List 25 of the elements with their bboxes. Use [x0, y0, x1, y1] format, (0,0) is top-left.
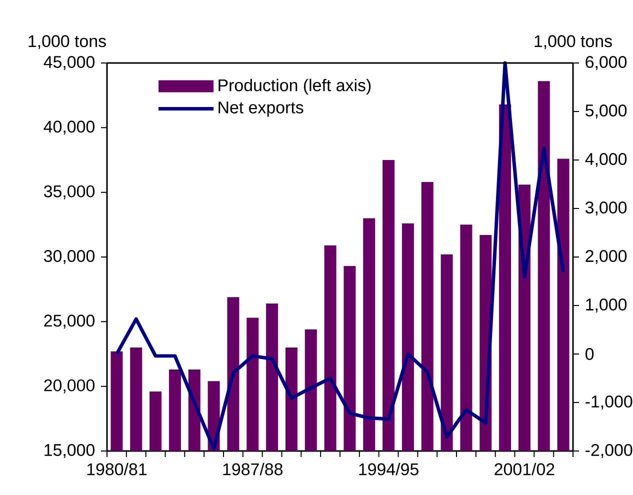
y-tick-label: 15,000: [44, 444, 94, 458]
y2-tick-label: 0: [586, 348, 594, 360]
x-tick-label: 1980/81: [87, 462, 146, 476]
y-tick-label: 25,000: [44, 314, 94, 329]
y-axis-title: 1,000 tons: [28, 35, 106, 50]
y2-tick-label: -1,000: [586, 396, 632, 410]
x-tick-label: 2001/02: [494, 462, 554, 476]
y2-tick-label: 4,000: [585, 153, 627, 167]
y-tick-label: 30,000: [44, 250, 94, 264]
y-tick-label: 20,000: [44, 379, 94, 394]
y2-tick-label: -2,000: [586, 444, 632, 458]
x-tick-label: 1994/95: [359, 462, 418, 476]
y2-tick-label: 6,000: [586, 56, 627, 70]
y2-axis-title: 1,000 tons: [534, 35, 612, 50]
y2-tick-label: 1,000: [586, 298, 627, 312]
legend-label: Net exports: [218, 102, 304, 117]
legend-label: Production (left axis): [218, 78, 371, 95]
y-tick-label: 40,000: [44, 120, 94, 135]
x-tick-label: 1987/88: [223, 462, 282, 476]
y-tick-label: 45,000: [44, 56, 94, 70]
y2-tick-label: 5,000: [586, 104, 627, 118]
y2-tick-label: 2,000: [586, 250, 627, 264]
line-series: [114, 61, 566, 450]
y-tick-label: 35,000: [44, 185, 94, 200]
y2-tick-label: 3,000: [585, 202, 627, 216]
